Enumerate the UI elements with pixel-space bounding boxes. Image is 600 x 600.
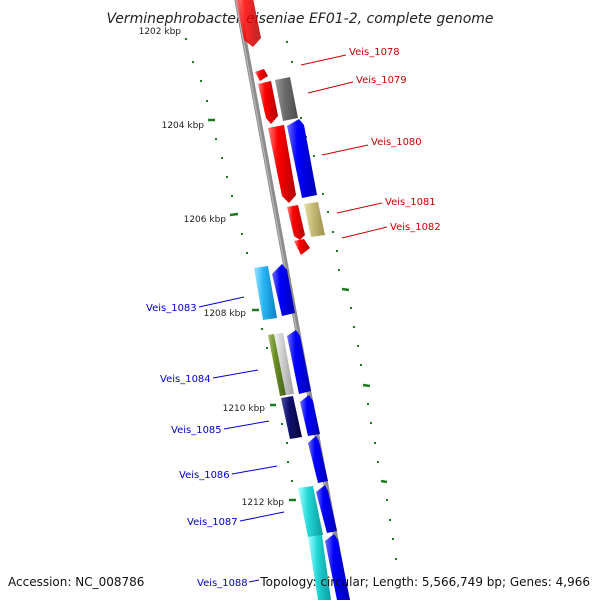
kbp-label: 1204 kbp xyxy=(162,121,205,131)
gene-arrow[interactable] xyxy=(325,534,350,600)
gene-arrow[interactable] xyxy=(268,125,296,203)
right-tick-track xyxy=(286,41,397,560)
kbp-label: 1210 kbp xyxy=(223,404,266,414)
gene-box[interactable] xyxy=(304,202,325,237)
gene-box[interactable] xyxy=(275,77,298,121)
gene-box[interactable] xyxy=(298,486,323,537)
kbp-label: 1202 kbp xyxy=(139,27,182,37)
kbp-label: 1212 kbp xyxy=(242,498,285,508)
gene-box[interactable] xyxy=(254,266,277,320)
gene-label[interactable]: Veis_1080 xyxy=(371,137,422,148)
gene-arrow[interactable] xyxy=(294,239,310,255)
chart-title: Verminephrobacter eiseniae EF01-2, compl… xyxy=(106,11,493,27)
gene-label[interactable]: Veis_1081 xyxy=(385,197,436,208)
gene-label[interactable]: Veis_1078 xyxy=(349,47,400,58)
gene-label[interactable]: Veis_1083 xyxy=(146,303,197,314)
left-gene-labels: Veis_1083 Veis_1084 Veis_1085 Veis_1086 … xyxy=(146,296,285,589)
gene-arrow[interactable] xyxy=(258,81,278,124)
left-tick-track xyxy=(185,38,296,502)
reverse-strand-genes xyxy=(272,119,350,600)
gene-box[interactable] xyxy=(281,396,302,439)
gene-arrow[interactable] xyxy=(272,264,295,316)
kbp-label: 1206 kbp xyxy=(184,215,227,225)
gene-arrow[interactable] xyxy=(255,69,268,81)
right-gene-labels: Veis_1078 Veis_1079 Veis_1080 Veis_1081 … xyxy=(300,47,441,239)
gene-label[interactable]: Veis_1088 xyxy=(197,578,248,589)
gene-box[interactable] xyxy=(308,535,331,600)
gene-label[interactable]: Veis_1084 xyxy=(160,374,211,385)
gene-arrow[interactable] xyxy=(287,205,305,240)
kbp-label: 1208 kbp xyxy=(204,309,247,319)
gene-label[interactable]: Veis_1085 xyxy=(171,425,222,436)
gene-box[interactable] xyxy=(274,333,294,395)
gene-arrow[interactable] xyxy=(300,395,320,436)
gene-label[interactable]: Veis_1086 xyxy=(179,470,230,481)
gene-label[interactable]: Veis_1087 xyxy=(187,517,238,528)
gene-arrow[interactable] xyxy=(236,0,261,47)
gene-arrow[interactable] xyxy=(287,330,311,394)
accession-label: Accession: NC_008786 xyxy=(8,575,144,589)
forward-strand-genes xyxy=(236,0,331,600)
gene-arrow[interactable] xyxy=(287,119,317,198)
gene-label[interactable]: Veis_1079 xyxy=(356,75,407,86)
kbp-scale-labels: 1202 kbp 1204 kbp 1206 kbp 1208 kbp 1210… xyxy=(139,27,285,508)
gene-arrow[interactable] xyxy=(308,436,328,483)
gene-arrow[interactable] xyxy=(316,485,337,533)
gene-label[interactable]: Veis_1082 xyxy=(390,222,441,233)
topology-label: Topology: circular; Length: 5,566,749 bp… xyxy=(259,575,590,589)
gene-box[interactable] xyxy=(268,334,286,396)
